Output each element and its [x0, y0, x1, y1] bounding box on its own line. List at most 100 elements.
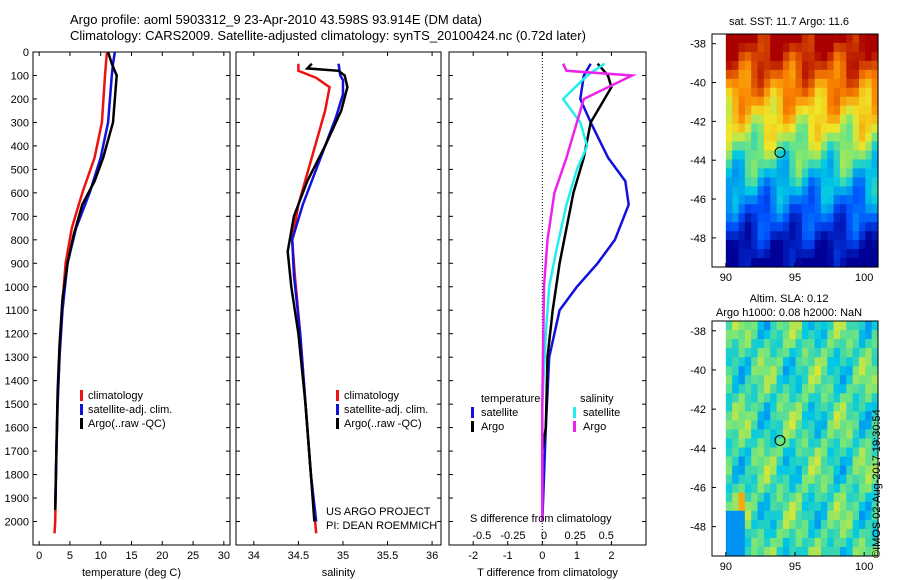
heatmap-cell — [865, 195, 873, 205]
heatmap-cell — [744, 501, 752, 512]
heatmap-cell — [763, 141, 771, 152]
heatmap-cell — [744, 357, 752, 367]
heatmap-cell — [865, 366, 873, 376]
heatmap-cell — [865, 375, 873, 385]
heatmap-cell — [865, 483, 873, 494]
heatmap-cell — [738, 34, 746, 44]
heatmap-cell — [757, 384, 765, 394]
heatmap-cell — [738, 132, 746, 143]
heatmap-cell — [751, 429, 759, 440]
heatmap-cell — [839, 204, 847, 214]
heatmap-cell — [846, 384, 854, 394]
heatmap-cell — [776, 348, 784, 358]
heatmap-cell — [801, 168, 809, 178]
y-tick-label: 1400 — [5, 376, 29, 388]
heatmap-cell — [871, 249, 879, 259]
heatmap-cell — [846, 339, 854, 349]
heatmap-cell — [770, 321, 778, 331]
heatmap-cell — [839, 456, 847, 467]
heatmap-cell — [757, 510, 765, 521]
heatmap-cell — [744, 159, 752, 170]
heatmap-cell — [763, 339, 771, 349]
heatmap-cell — [852, 420, 860, 431]
heatmap-cell — [871, 87, 879, 98]
heatmap-cell — [763, 240, 771, 250]
heatmap-cell — [789, 42, 797, 53]
x-tick-label: 35.5 — [377, 550, 398, 562]
heatmap-cell — [770, 393, 778, 403]
heatmap-cell — [871, 348, 879, 358]
heatmap-cell — [744, 195, 752, 205]
heatmap-cell — [751, 114, 759, 125]
heatmap-cell — [757, 150, 765, 161]
heatmap-cell — [770, 330, 778, 340]
heatmap-cell — [732, 96, 740, 107]
heatmap-cell — [814, 195, 822, 205]
heatmap-cell — [833, 132, 841, 143]
heatmap-cell — [833, 528, 841, 539]
y-tick-label: 1100 — [5, 305, 29, 317]
heatmap-cell — [839, 222, 847, 232]
heatmap-cell — [744, 402, 752, 412]
heatmap-cell — [725, 69, 733, 80]
heatmap-cell — [795, 150, 803, 161]
heatmap-cell — [795, 168, 803, 178]
heatmap-cell — [858, 240, 866, 250]
heatmap-cell — [808, 105, 816, 116]
heatmap-cell — [827, 483, 835, 494]
heatmap-cell — [782, 411, 790, 422]
heatmap-cell — [738, 258, 746, 268]
heatmap-cell — [744, 249, 752, 259]
heatmap-cell — [865, 546, 873, 557]
heatmap-cell — [738, 123, 746, 134]
heatmap-cell — [846, 34, 854, 44]
heatmap-cell — [782, 402, 790, 412]
heatmap-cell — [852, 34, 860, 44]
heatmap-cell — [814, 438, 822, 449]
heatmap-cell — [751, 411, 759, 422]
heatmap-cell — [827, 249, 835, 259]
heatmap-cell — [763, 258, 771, 268]
heatmap-cell — [833, 492, 841, 503]
heatmap-cell — [827, 123, 835, 134]
heatmap-cell — [795, 186, 803, 196]
heatmap-cell — [846, 186, 854, 196]
heatmap-cell — [801, 429, 809, 440]
heatmap-cell — [808, 177, 816, 187]
heatmap-cell — [789, 168, 797, 178]
heatmap-cell — [744, 546, 752, 557]
heatmap-cell — [839, 366, 847, 376]
heatmap-cell — [846, 150, 854, 161]
heatmap-cell — [808, 132, 816, 143]
heatmap-cell — [814, 150, 822, 161]
heatmap-cell — [757, 195, 765, 205]
heatmap-cell — [795, 366, 803, 376]
heatmap-cell — [757, 51, 765, 62]
heatmap-cell — [839, 429, 847, 440]
heatmap-cell — [782, 366, 790, 376]
heatmap-cell — [808, 87, 816, 98]
heatmap-cell — [814, 348, 822, 358]
heatmap-cell — [751, 96, 759, 107]
map-y-tick-label: -40 — [690, 78, 706, 90]
heatmap-cell — [795, 339, 803, 349]
heatmap-cell — [725, 123, 733, 134]
heatmap-cell — [776, 384, 784, 394]
heatmap-cell — [814, 474, 822, 485]
heatmap-cell — [763, 114, 771, 125]
heatmap-cell — [871, 105, 879, 116]
heatmap-cell — [833, 249, 841, 259]
heatmap-cell — [839, 249, 847, 259]
heatmap-cell — [801, 141, 809, 152]
heatmap-cell — [757, 87, 765, 98]
heatmap-cell — [833, 34, 841, 44]
heatmap-cell — [770, 123, 778, 134]
heatmap-cell — [801, 96, 809, 107]
heatmap-cell — [820, 348, 828, 358]
heatmap-cell — [789, 186, 797, 196]
heatmap-cell — [725, 240, 733, 250]
heatmap-cell — [827, 204, 835, 214]
heatmap-cell — [865, 177, 873, 187]
heatmap-cell — [757, 366, 765, 376]
heatmap-cell — [751, 60, 759, 71]
